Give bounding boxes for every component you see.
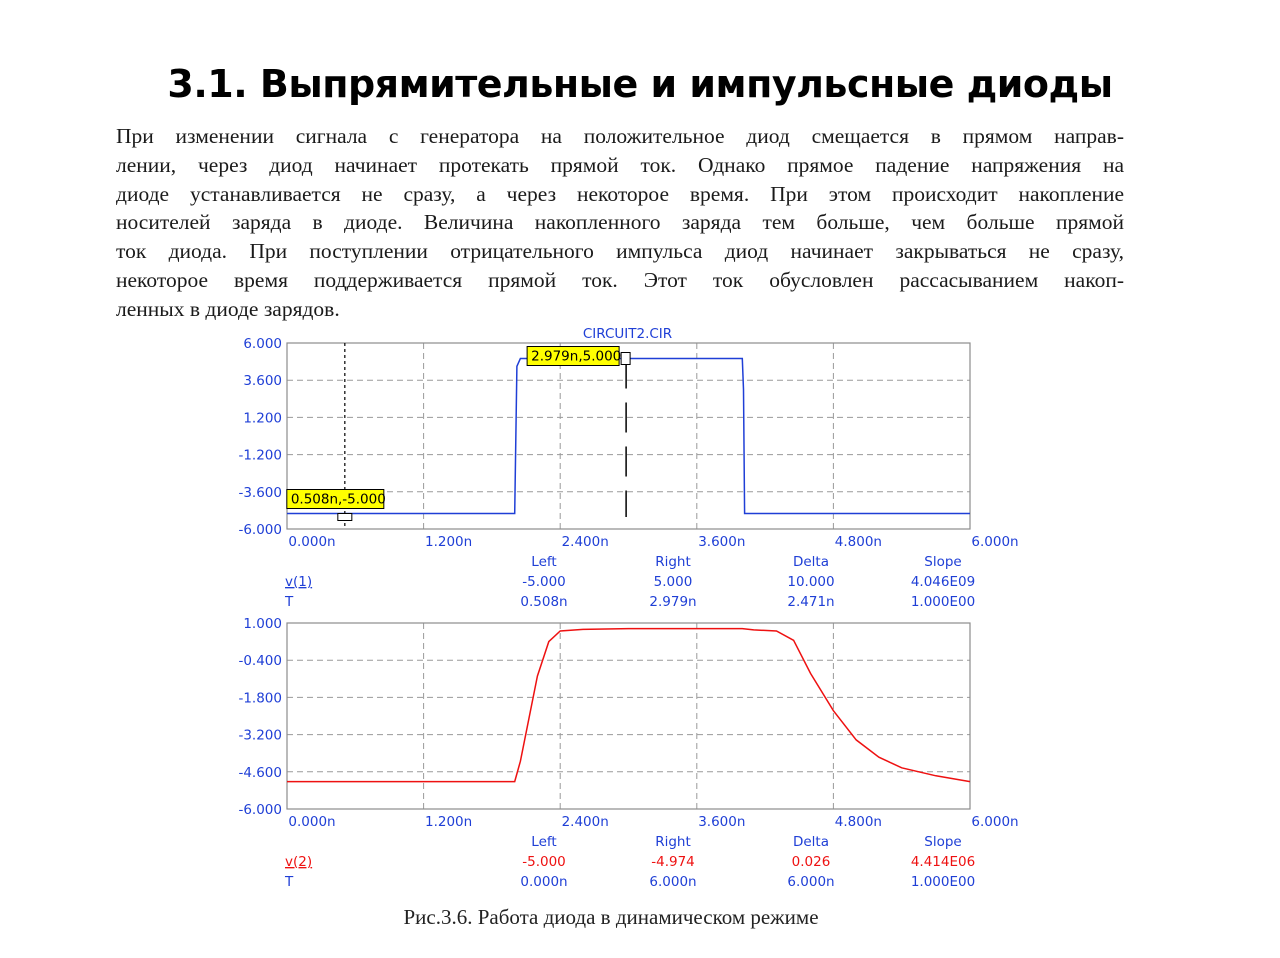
x-tick-label: 3.600n	[698, 534, 745, 550]
y-tick-label: -6.000	[238, 522, 282, 538]
paragraph-line: носителей заряда в диоде. Величина накоп…	[116, 210, 1124, 235]
x-tick-label: 6.000n	[971, 814, 1018, 830]
readout-header: Right	[655, 554, 691, 570]
x-tick-label: 1.200n	[425, 814, 472, 830]
paragraph-line: ток диода. При поступлении отрицательног…	[116, 239, 1124, 264]
readout-value: 1.000E00	[911, 594, 975, 610]
readout-value: 5.000	[654, 574, 693, 590]
readout-header: Slope	[924, 834, 961, 850]
paragraph-line: диоде устанавливается не сразу, а через …	[116, 181, 1124, 206]
y-tick-label: 6.000	[243, 336, 282, 352]
x-tick-label: 4.800n	[835, 534, 882, 550]
y-tick-label: -1.800	[238, 690, 282, 706]
y-tick-label: -1.200	[238, 448, 282, 464]
y-tick-label: -4.600	[238, 765, 282, 781]
y-tick-label: -3.200	[238, 728, 282, 744]
readout-header: Left	[531, 834, 556, 850]
readout-row-name: v(2)	[285, 854, 312, 870]
readout-value: 0.000n	[520, 874, 567, 890]
readout-row-name: v(1)	[285, 574, 312, 590]
readout-header: Left	[531, 554, 556, 570]
right-cursor-label-box	[526, 346, 620, 366]
x-tick-label: 6.000n	[971, 534, 1018, 550]
x-tick-label: 2.400n	[562, 534, 609, 550]
x-tick-label: 0.000n	[288, 814, 335, 830]
readout-value: 4.414E06	[911, 854, 975, 870]
paragraph-line: ленных в диоде зарядов.	[116, 296, 340, 321]
right-cursor-label: 2.979n,5.000	[531, 349, 621, 365]
x-tick-label: 1.200n	[425, 534, 472, 550]
paragraph-line: некоторое время поддерживается прямой то…	[116, 267, 1124, 292]
series-line	[287, 627, 971, 783]
y-tick-label: 1.000	[243, 616, 282, 632]
y-tick-label: -0.400	[238, 653, 282, 669]
slide-title: 3.1. Выпрямительные и импульсные диоды	[167, 62, 1113, 106]
readout-value: 6.000n	[649, 874, 696, 890]
left-cursor-label: 0.508n,-5.000	[291, 492, 386, 508]
x-tick-label: 2.400n	[562, 814, 609, 830]
readout-row-name: T	[284, 594, 294, 610]
right-cursor-marker	[620, 352, 631, 365]
readout-value: 0.026	[792, 854, 831, 870]
x-tick-label: 3.600n	[698, 814, 745, 830]
readout-header: Delta	[793, 834, 829, 850]
readout-value: -5.000	[522, 574, 566, 590]
series-line	[287, 357, 970, 515]
readout-value: -5.000	[522, 854, 566, 870]
left-cursor-marker	[337, 513, 353, 521]
readout-value: 6.000n	[787, 874, 834, 890]
readout-row-name: T	[284, 874, 294, 890]
chart-title: CIRCUIT2.CIR	[583, 326, 672, 342]
y-tick-label: 1.200	[243, 410, 282, 426]
x-tick-label: 4.800n	[835, 814, 882, 830]
plot-frame	[286, 622, 971, 810]
x-tick-label: 0.000n	[288, 534, 335, 550]
y-tick-label: 3.600	[243, 373, 282, 389]
body-paragraph: При изменении сигнала с генератора на по…	[116, 122, 1124, 324]
readout-value: 2.471n	[787, 594, 834, 610]
readout-value: 10.000	[787, 574, 834, 590]
paragraph-line: При изменении сигнала с генератора на по…	[116, 124, 1124, 148]
readout-header: Delta	[793, 554, 829, 570]
paragraph-line: лении, через диод начинает протекать пря…	[116, 152, 1124, 177]
readout-value: 2.979n	[649, 594, 696, 610]
left-cursor-label-box	[286, 489, 385, 509]
readout-value: 0.508n	[520, 594, 567, 610]
y-tick-label: -6.000	[238, 802, 282, 818]
y-tick-label: -3.600	[238, 485, 282, 501]
readout-value: 4.046E09	[911, 574, 975, 590]
figure-caption: Рис.3.6. Работа диода в динамическом реж…	[403, 905, 819, 929]
readout-header: Right	[655, 834, 691, 850]
readout-value: -4.974	[651, 854, 695, 870]
readout-header: Slope	[924, 554, 961, 570]
readout-value: 1.000E00	[911, 874, 975, 890]
plot-frame	[286, 342, 971, 530]
